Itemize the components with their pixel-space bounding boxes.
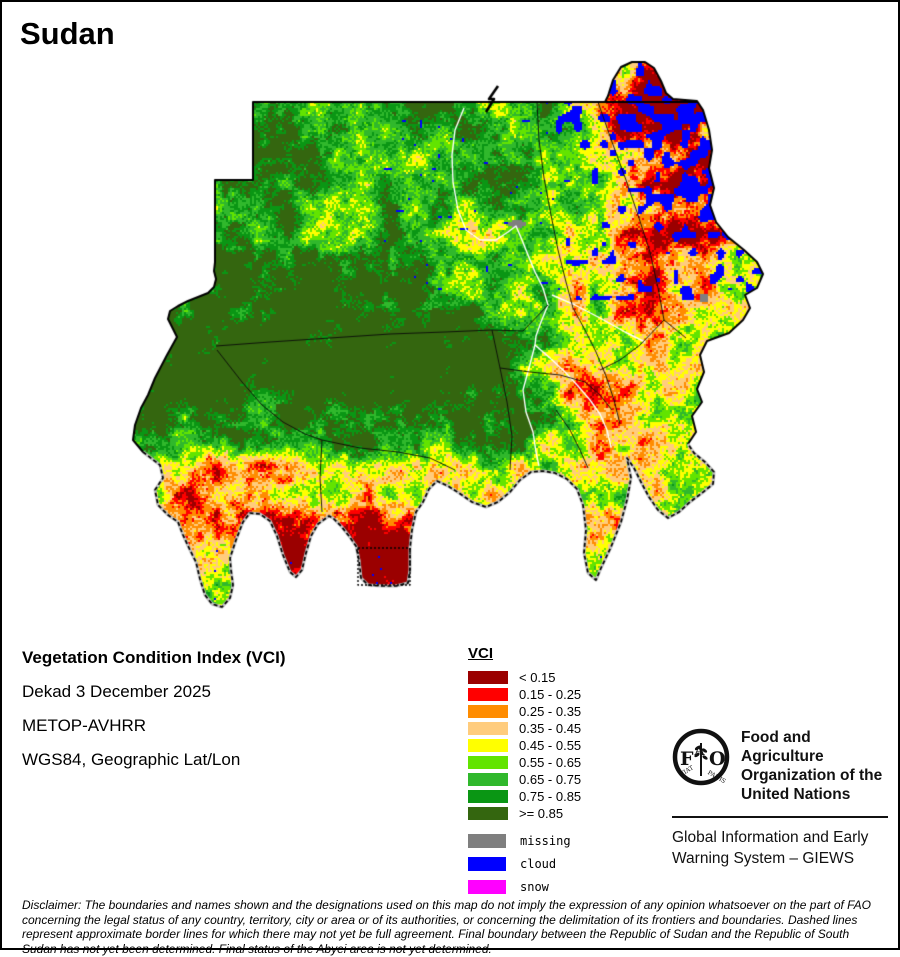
legend-label: 0.15 - 0.25 [519, 687, 582, 702]
fao-divider [672, 816, 888, 818]
legend-label: 0.65 - 0.75 [519, 772, 582, 787]
legend-label: >= 0.85 [519, 806, 564, 821]
legend-label: 0.25 - 0.35 [519, 704, 582, 719]
legend-swatch [468, 739, 508, 752]
disclaimer-text: Disclaimer: The boundaries and names sho… [22, 898, 871, 956]
legend-swatch [468, 807, 508, 820]
svg-text:O: O [709, 748, 726, 770]
giews-label: Global Information and Early Warning Sys… [672, 829, 869, 867]
legend-label: 0.55 - 0.65 [519, 755, 582, 770]
legend-label: 0.35 - 0.45 [519, 721, 582, 736]
projection-label: WGS84, Geographic Lat/Lon [22, 750, 241, 769]
legend-row: < 0.15 [468, 670, 581, 685]
legend-row: 0.35 - 0.45 [468, 721, 582, 736]
legend-swatch [468, 756, 508, 769]
legend-swatch [468, 790, 508, 803]
legend-row: 0.15 - 0.25 [468, 687, 582, 702]
legend-class-list: < 0.15 0.15 - 0.25 0.25 - 0.35 0.35 - 0.… [468, 670, 582, 821]
legend-row: cloud [468, 857, 581, 871]
map-info-block: Vegetation Condition Index (VCI) Dekad 3… [22, 648, 286, 784]
legend-row: 0.25 - 0.35 [468, 704, 582, 719]
product-title: Vegetation Condition Index (VCI) [22, 648, 286, 667]
legend-swatch [468, 671, 508, 684]
dekad-label: Dekad 3 December 2025 [22, 682, 212, 701]
fao-org-name: Food and Agriculture Organization of the… [741, 729, 883, 803]
page-title: Sudan [20, 16, 115, 51]
sensor-label: METOP-AVHRR [22, 716, 147, 735]
legend-swatch [468, 834, 506, 848]
legend-row: 0.75 - 0.85 [468, 789, 582, 804]
legend-swatch [468, 722, 508, 735]
legend-swatch [468, 880, 506, 894]
legend-heading: VCI [468, 645, 494, 662]
legend-row: >= 0.85 [468, 806, 581, 821]
legend-label: snow [520, 880, 549, 894]
svg-text:F: F [680, 748, 694, 770]
legend-swatch [468, 857, 506, 871]
legend-label: 0.75 - 0.85 [519, 789, 582, 804]
legend-row: snow [468, 880, 581, 894]
legend-swatch [468, 773, 508, 786]
legend-row: 0.65 - 0.75 [468, 772, 582, 787]
legend-row: missing [468, 834, 581, 848]
legend-label: cloud [520, 857, 557, 871]
legend-label: 0.45 - 0.55 [519, 738, 582, 753]
legend-row: 0.55 - 0.65 [468, 755, 582, 770]
fao-logo-icon: F O A FIAT PANIS [672, 728, 730, 786]
legend-label: < 0.15 [519, 670, 556, 685]
fao-branding-block: F O A FIAT PANIS Food and Agriculture Or… [672, 728, 890, 869]
legend-swatch [468, 705, 508, 718]
legend-swatch [468, 688, 508, 701]
legend-extra-list: missing cloud snow [468, 834, 581, 894]
legend-row: 0.45 - 0.55 [468, 738, 582, 753]
legend-label: missing [520, 834, 571, 848]
vci-legend: VCI < 0.15 0.15 - 0.25 0.25 - 0.35 0.35 … [468, 645, 581, 903]
